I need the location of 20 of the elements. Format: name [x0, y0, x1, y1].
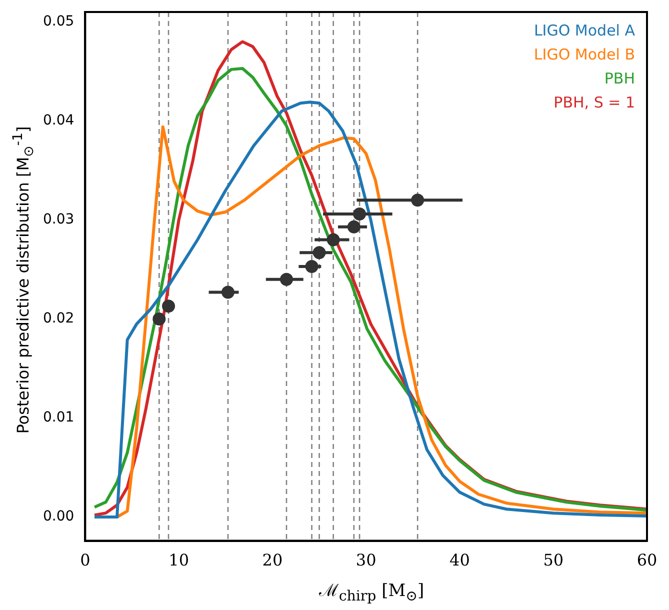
- y-tick-label: 0.00: [43, 508, 74, 525]
- x-tick-label: 0: [80, 550, 90, 570]
- x-tick-label: 20: [262, 550, 283, 570]
- x-tick-label: 60: [636, 550, 658, 570]
- x-tick-label: 40: [450, 550, 470, 570]
- text: LIGO Model B: [534, 45, 635, 64]
- y-tick-label: 0.01: [43, 410, 74, 426]
- x-tick-label: 50: [543, 550, 564, 570]
- x-axis-title: ℳ$_{chirp}$ [M$_{⊙}$]: [318, 580, 426, 604]
- y-tick-label: 0.03: [43, 212, 74, 228]
- text: PBH, S = 1: [554, 93, 635, 112]
- x-tick-label: 30: [356, 550, 376, 570]
- y-tick-label: 0.02: [43, 310, 74, 327]
- point: [152, 312, 166, 326]
- text: LIGO Model A: [534, 21, 636, 40]
- x-tick-label: 10: [168, 550, 189, 570]
- y-tick-label: 0.05: [43, 14, 74, 30]
- text: PBH: [604, 69, 635, 88]
- point: [162, 300, 176, 313]
- y-tick-label: 0.04: [43, 112, 74, 129]
